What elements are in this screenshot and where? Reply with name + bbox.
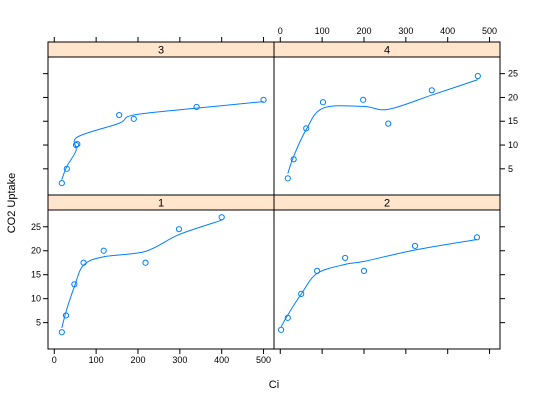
x-axis-label: Ci	[269, 379, 279, 391]
x-axis-top-right: 0 100 200 300 400 500	[278, 26, 497, 42]
point-panel-1	[175, 226, 183, 233]
x-tick-label: 100	[89, 355, 104, 365]
point-panel-3	[130, 115, 137, 122]
panel-4: 4	[273, 41, 501, 196]
y-axis-right-top: 5 10 15 20 25	[500, 69, 518, 174]
y-tick-label: 25	[508, 69, 518, 79]
y-tick-label: 5	[508, 164, 513, 174]
point-panel-2	[411, 242, 419, 250]
point-panel-2	[342, 254, 349, 262]
point-panel-2	[298, 290, 305, 297]
x-tick-label: 500	[256, 355, 271, 365]
y-ticks-right-bottom	[500, 226, 505, 324]
point-panel-3	[58, 180, 65, 187]
point-panel-4	[360, 96, 367, 103]
point-panel-1	[62, 312, 70, 319]
point-panel-3	[63, 165, 70, 172]
y-tick-label: 10	[508, 140, 518, 150]
point-panel-4	[290, 156, 297, 163]
x-tick-label: 0	[52, 355, 57, 365]
panel-2: 2	[273, 194, 501, 350]
point-panel-1	[142, 259, 149, 266]
frame-panel-3	[47, 56, 275, 196]
y-tick-label: 10	[31, 294, 41, 304]
x-tick-label: 200	[356, 26, 371, 36]
smooth-curve-panel-2	[280, 238, 478, 328]
y-ticks-left-top	[43, 73, 48, 170]
point-panel-4	[474, 72, 481, 80]
strip-label-panel-3: 3	[158, 45, 164, 57]
point-panel-2	[284, 314, 291, 321]
point-panel-1	[100, 247, 107, 254]
strip-label-panel-1: 1	[158, 198, 164, 210]
x-ticks-top-left	[53, 37, 265, 42]
x-tick-label: 0	[278, 26, 283, 36]
point-panel-3	[74, 140, 81, 148]
frame-panel-2	[273, 209, 501, 350]
point-panel-2	[360, 267, 368, 274]
x-tick-label: 300	[172, 355, 187, 365]
point-panel-1	[71, 281, 78, 288]
smooth-curve-panel-3	[61, 101, 264, 180]
strip-label-panel-4: 4	[384, 45, 390, 57]
y-tick-label: 15	[31, 270, 41, 280]
panel-3: 3	[47, 41, 275, 196]
point-panel-3	[116, 111, 123, 119]
strip-label-panel-2: 2	[384, 198, 390, 210]
x-tick-label: 300	[398, 26, 413, 36]
y-tick-label: 25	[31, 222, 41, 232]
x-tick-label: 400	[440, 26, 455, 36]
y-tick-label: 15	[508, 116, 518, 126]
point-panel-3	[193, 103, 200, 111]
point-panel-4	[319, 99, 327, 106]
point-panel-1	[218, 214, 225, 221]
point-panel-2	[473, 234, 481, 241]
point-panel-2	[314, 267, 321, 274]
y-axis-label: CO2 Uptake	[6, 173, 18, 234]
panels-layer: 3 4 1 2	[47, 41, 501, 350]
point-panel-4	[284, 175, 291, 182]
point-panel-3	[72, 141, 80, 149]
point-panel-2	[278, 326, 285, 333]
point-panel-4	[385, 120, 392, 127]
y-tick-label: 5	[36, 318, 41, 328]
panel-1: 1	[47, 194, 275, 350]
x-tick-label: 100	[315, 26, 330, 36]
x-tick-label: 500	[482, 26, 497, 36]
x-tick-label: 200	[130, 355, 145, 365]
frame-panel-1	[47, 209, 275, 350]
smooth-curve-panel-4	[287, 79, 478, 174]
y-axis-left-bottom: 5 10 15 20 25	[31, 222, 48, 328]
smooth-curve-panel-1	[61, 219, 222, 329]
x-tick-label: 400	[214, 355, 229, 365]
point-panel-4	[303, 125, 310, 132]
point-panel-3	[260, 96, 267, 103]
point-panel-4	[428, 87, 435, 94]
y-tick-label: 20	[31, 246, 41, 256]
x-axis-bottom-left: 0 100 200 300 400 500	[52, 349, 271, 365]
y-tick-label: 20	[508, 92, 518, 102]
point-panel-1	[58, 329, 65, 336]
x-ticks-bottom-right	[279, 349, 491, 354]
point-panel-1	[80, 259, 87, 266]
